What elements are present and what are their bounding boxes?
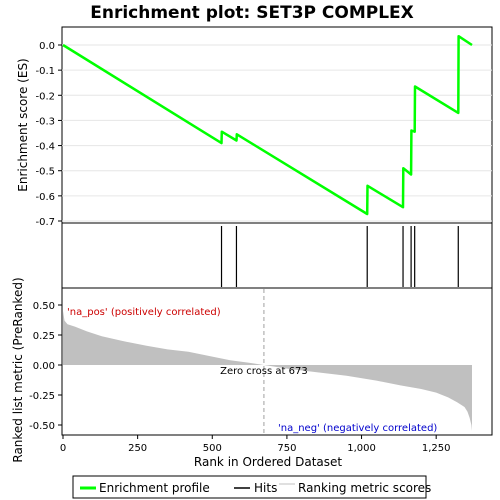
- es-gridlines: [62, 44, 492, 222]
- rank-y-tick-label: 0.25: [33, 331, 55, 342]
- legend-label-enrichment: Enrichment profile: [99, 481, 210, 495]
- x-tick-label: 1,000: [347, 443, 376, 454]
- rank-y-tick-label: 0.00: [33, 361, 55, 372]
- es-y-tick-label: -0.5: [35, 167, 55, 178]
- es-y-tick-label: -0.3: [35, 116, 55, 127]
- es-panel-frame: [61, 26, 493, 224]
- legend-label-hits: Hits: [254, 481, 277, 495]
- es-y-axis-ticks: 0.0 -0.1 -0.2 -0.3 -0.4 -0.5 -0.6 -0.7: [35, 41, 62, 228]
- hits-group: [220, 226, 459, 287]
- legend-label-ranking: Ranking metric scores: [298, 481, 431, 495]
- rank-area-group: [63, 311, 472, 431]
- es-y-tick-label: -0.4: [35, 142, 55, 153]
- x-tick-label: 500: [203, 443, 222, 454]
- enrichment-profile-line: [62, 34, 473, 216]
- positive-correlation-label: 'na_pos' (positively correlated): [67, 307, 221, 318]
- x-tick-label: 1,250: [422, 443, 451, 454]
- es-y-tick-label: -0.6: [35, 192, 55, 203]
- chart-title: Enrichment plot: SET3P COMPLEX: [90, 3, 414, 23]
- rank-y-axis-ticks: 0.50 0.25 0.00 -0.25 -0.50: [29, 301, 62, 432]
- rank-y-tick-label: -0.50: [29, 421, 55, 432]
- x-tick-label: 250: [128, 443, 147, 454]
- es-y-tick-label: -0.7: [35, 217, 55, 228]
- legend: Enrichment profile Hits Ranking metric s…: [72, 475, 431, 499]
- x-tick-label: 750: [277, 443, 296, 454]
- zero-cross-label: Zero cross at 673: [220, 366, 308, 377]
- rank-y-axis-label: Ranked list metric (PreRanked): [11, 277, 25, 462]
- negative-correlation-label: 'na_neg' (negatively correlated): [278, 423, 437, 434]
- es-y-tick-label: -0.1: [35, 66, 55, 77]
- es-y-axis-label: Enrichment score (ES): [16, 58, 30, 191]
- legend-box: [72, 475, 427, 499]
- ranking-metric-area: [63, 311, 472, 431]
- x-tick-label: 0: [60, 443, 66, 454]
- es-line-group: [62, 34, 473, 216]
- rank-x-axis-ticks: 0 250 500 750 1,000 1,250: [60, 435, 451, 454]
- hits-panel-frame: [61, 222, 493, 289]
- es-y-tick-label: 0.0: [39, 41, 55, 52]
- es-y-tick-label: -0.2: [35, 91, 55, 102]
- rank-y-tick-label: -0.25: [29, 391, 55, 402]
- rank-y-tick-label: 0.50: [33, 301, 55, 312]
- x-axis-label: Rank in Ordered Dataset: [194, 455, 342, 469]
